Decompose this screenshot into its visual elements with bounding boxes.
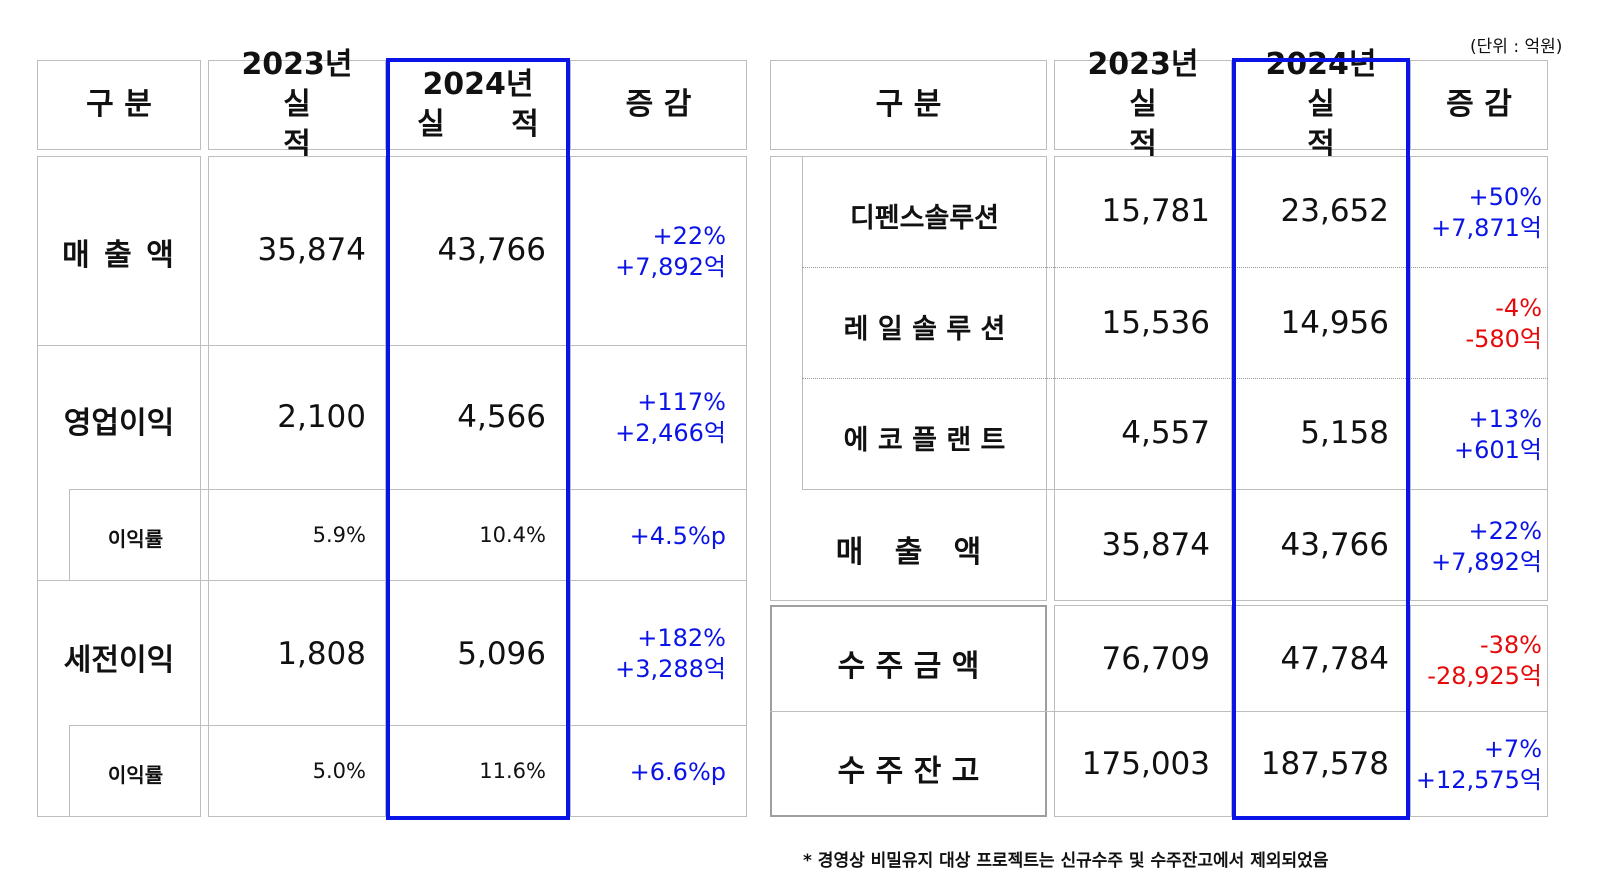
left-row-op-margin-change: +4.5%p xyxy=(629,522,726,550)
right-row-orders-change-pct: -38% xyxy=(1479,631,1542,659)
right-row-defense-change: +50% +7,871억 xyxy=(1410,182,1542,244)
right-row-orders-change: -38% -28,925억 xyxy=(1410,630,1542,692)
left-row-pretax-margin-2023: 5.0% xyxy=(312,759,366,783)
left-row-pretax-label: 세전이익 xyxy=(63,643,175,678)
right-segment-indent xyxy=(802,156,803,489)
right-header-2024: 2024년 실 적 xyxy=(1232,47,1410,162)
right-row-revenue-change-amt: +7,892억 xyxy=(1431,548,1542,576)
left-row-op-income-2024: 4,566 xyxy=(457,399,546,435)
left-row-op-income-change-pct: +117% xyxy=(637,388,726,416)
left-row-op-margin-2024: 10.4% xyxy=(479,523,546,547)
right-row-ecoplant-2024: 5,158 xyxy=(1300,415,1389,451)
left-label-column xyxy=(37,156,201,817)
right-header-change: 증 감 xyxy=(1410,60,1548,150)
right-row-ecoplant-change-amt: +601억 xyxy=(1454,436,1542,464)
left-row-pretax-margin-change: +6.6%p xyxy=(629,758,726,786)
left-row-pretax-margin-2024: 11.6% xyxy=(479,759,546,783)
right-header-2023: 2023년 실 적 xyxy=(1054,47,1232,162)
left-header-2023: 2023년 실 적 xyxy=(208,47,386,162)
left-subrow-indent xyxy=(69,489,70,580)
left-change-column xyxy=(570,156,747,817)
left-row-op-income-change: +117% +2,466억 xyxy=(570,387,726,449)
left-header-2024: 2024년 실 적 xyxy=(386,60,570,150)
left-row-divider xyxy=(70,489,747,490)
left-row-revenue-label: 매 출 액 xyxy=(62,238,176,273)
left-header-change: 증 감 xyxy=(570,60,747,150)
left-row-revenue-change-amt: +7,892억 xyxy=(615,253,726,281)
left-row-divider xyxy=(70,725,747,726)
right-row-defense-change-amt: +7,871억 xyxy=(1431,214,1542,242)
left-row-op-income-change-amt: +2,466억 xyxy=(615,419,726,447)
right-row-rail-change-pct: -4% xyxy=(1495,294,1542,322)
right-row-orders-label: 수 주 금 액 xyxy=(837,649,980,684)
left-row-pretax-change-amt: +3,288억 xyxy=(615,655,726,683)
left-header-2023-sub: 실 적 xyxy=(283,87,339,162)
right-row-divider xyxy=(802,489,1548,490)
right-row-ecoplant-change: +13% +601억 xyxy=(1410,404,1542,466)
left-header-category-label: 구 분 xyxy=(86,87,152,122)
right-row-backlog-change-amt: +12,575억 xyxy=(1415,766,1542,794)
right-row-divider xyxy=(802,267,1548,268)
left-row-op-income-2023: 2,100 xyxy=(277,399,366,435)
right-row-defense-label: 디펜스솔루션 xyxy=(849,203,1000,234)
left-row-revenue-2023: 35,874 xyxy=(257,232,366,268)
right-row-orders-2023: 76,709 xyxy=(1101,641,1210,677)
right-row-backlog-2024: 187,578 xyxy=(1260,746,1389,782)
left-header-2023-year: 2023년 xyxy=(241,47,353,82)
unit-note: (단위 : 억원) xyxy=(1470,37,1563,57)
right-row-orders-change-amt: -28,925억 xyxy=(1427,662,1542,690)
right-row-ecoplant-label: 에 코 플 랜 트 xyxy=(843,425,1006,456)
right-row-divider xyxy=(802,378,1548,379)
left-row-pretax-2023: 1,808 xyxy=(277,636,366,672)
right-row-divider xyxy=(770,711,1548,712)
right-header-change-label: 증 감 xyxy=(1446,87,1512,122)
left-subrow-indent xyxy=(69,725,70,817)
left-row-divider xyxy=(37,345,747,346)
right-header-2023-sub: 실 적 xyxy=(1129,87,1185,162)
right-row-rail-2024: 14,956 xyxy=(1280,305,1389,341)
left-2023-column xyxy=(208,156,386,817)
left-row-revenue-change-pct: +22% xyxy=(652,222,726,250)
left-header-2024-sub: 실 적 xyxy=(417,107,567,142)
right-row-defense-2024: 23,652 xyxy=(1280,193,1389,229)
right-row-revenue-2023: 35,874 xyxy=(1101,527,1210,563)
right-header-2023-year: 2023년 xyxy=(1087,47,1199,82)
left-row-op-income-label: 영업이익 xyxy=(63,406,175,441)
left-row-pretax-change: +182% +3,288억 xyxy=(570,623,726,685)
right-row-revenue-change-pct: +22% xyxy=(1468,517,1542,545)
left-row-op-margin-2023: 5.9% xyxy=(312,523,366,547)
right-row-backlog-label: 수 주 잔 고 xyxy=(837,754,980,789)
right-row-orders-2024: 47,784 xyxy=(1280,641,1389,677)
left-header-change-label: 증 감 xyxy=(625,87,692,122)
left-row-pretax-margin-label: 이익률 xyxy=(107,763,164,787)
right-row-ecoplant-change-pct: +13% xyxy=(1468,405,1542,433)
left-header-2024-year: 2024년 xyxy=(422,67,534,102)
footnote: * 경영상 비밀유지 대상 프로젝트는 신규수주 및 수주잔고에서 제외되었음 xyxy=(803,851,1329,871)
right-row-defense-change-pct: +50% xyxy=(1468,183,1542,211)
right-header-2024-year: 2024년 xyxy=(1265,47,1377,82)
left-row-pretax-change-pct: +182% xyxy=(637,624,726,652)
right-row-revenue-2024: 43,766 xyxy=(1280,527,1389,563)
right-row-backlog-change-pct: +7% xyxy=(1483,735,1542,763)
left-row-revenue-2024: 43,766 xyxy=(437,232,546,268)
left-row-op-margin-label: 이익률 xyxy=(107,527,164,551)
right-row-rail-label: 레 일 솔 루 션 xyxy=(843,314,1006,345)
right-row-defense-2023: 15,781 xyxy=(1101,193,1210,229)
right-row-backlog-change: +7% +12,575억 xyxy=(1410,734,1542,796)
left-header-category: 구 분 xyxy=(37,60,201,150)
left-row-revenue-change: +22% +7,892억 xyxy=(570,221,726,283)
right-header-category: 구 분 xyxy=(770,60,1047,150)
right-row-rail-2023: 15,536 xyxy=(1101,305,1210,341)
right-row-revenue-change: +22% +7,892억 xyxy=(1410,516,1542,578)
right-row-ecoplant-2023: 4,557 xyxy=(1121,415,1210,451)
left-row-pretax-2024: 5,096 xyxy=(457,636,546,672)
right-row-rail-change: -4% -580억 xyxy=(1410,293,1542,355)
right-header-2024-sub: 실 적 xyxy=(1307,87,1363,162)
right-row-backlog-2023: 175,003 xyxy=(1081,746,1210,782)
right-row-revenue-label: 매 출 액 xyxy=(835,535,982,570)
left-row-divider xyxy=(37,580,747,581)
right-header-category-label: 구 분 xyxy=(875,87,942,122)
right-row-rail-change-amt: -580억 xyxy=(1465,325,1542,353)
